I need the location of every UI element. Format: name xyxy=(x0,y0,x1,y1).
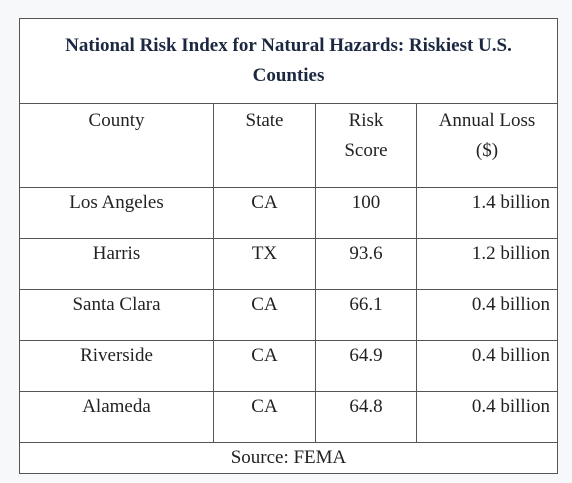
table-row: Riverside CA 64.9 0.4 billion xyxy=(19,340,558,392)
cell-risk-score: 64.9 xyxy=(315,340,417,392)
table-row: Santa Clara CA 66.1 0.4 billion xyxy=(19,289,558,341)
cell-county: Riverside xyxy=(19,340,214,392)
risk-table-container: National Risk Index for Natural Hazards:… xyxy=(19,18,558,474)
cell-state: CA xyxy=(213,340,316,392)
cell-state: CA xyxy=(213,289,316,341)
header-annual-loss: Annual Loss ($) xyxy=(416,103,558,188)
table-row: Los Angeles CA 100 1.4 billion xyxy=(19,187,558,239)
source-row: Source: FEMA xyxy=(19,442,558,474)
source-note: Source: FEMA xyxy=(19,442,558,474)
cell-state: TX xyxy=(213,238,316,290)
table-row: Alameda CA 64.8 0.4 billion xyxy=(19,391,558,443)
table-title: National Risk Index for Natural Hazards:… xyxy=(19,18,558,104)
cell-county: Alameda xyxy=(19,391,214,443)
cell-state: CA xyxy=(213,187,316,239)
header-risk-score: Risk Score xyxy=(315,103,417,188)
cell-annual-loss: 1.2 billion xyxy=(416,238,558,290)
cell-annual-loss: 1.4 billion xyxy=(416,187,558,239)
cell-state: CA xyxy=(213,391,316,443)
cell-annual-loss: 0.4 billion xyxy=(416,289,558,341)
cell-risk-score: 66.1 xyxy=(315,289,417,341)
header-annual-loss-label: Annual Loss ($) xyxy=(438,110,536,161)
cell-county: Santa Clara xyxy=(19,289,214,341)
cell-risk-score: 100 xyxy=(315,187,417,239)
title-row: National Risk Index for Natural Hazards:… xyxy=(19,18,558,104)
header-state: State xyxy=(213,103,316,188)
header-row: County State Risk Score Annual Loss ($) xyxy=(19,103,558,188)
table-row: Harris TX 93.6 1.2 billion xyxy=(19,238,558,290)
header-county: County xyxy=(19,103,214,188)
cell-risk-score: 64.8 xyxy=(315,391,417,443)
cell-risk-score: 93.6 xyxy=(315,238,417,290)
header-risk-score-label: Risk Score xyxy=(344,110,388,161)
cell-county: Los Angeles xyxy=(19,187,214,239)
cell-annual-loss: 0.4 billion xyxy=(416,340,558,392)
risk-table: National Risk Index for Natural Hazards:… xyxy=(19,18,558,474)
cell-annual-loss: 0.4 billion xyxy=(416,391,558,443)
cell-county: Harris xyxy=(19,238,214,290)
